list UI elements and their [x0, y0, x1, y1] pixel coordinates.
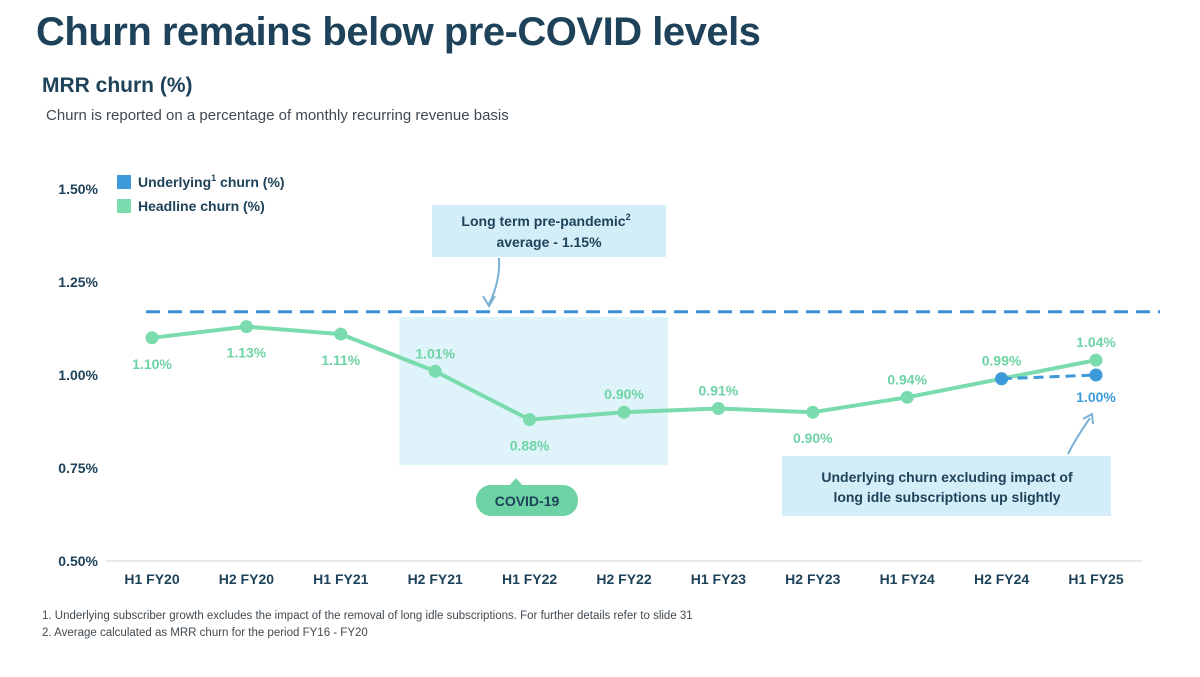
headline-data-label: 0.88%	[510, 438, 550, 454]
headline-data-label: 1.13%	[227, 345, 267, 361]
chart-description: Churn is reported on a percentage of mon…	[46, 107, 509, 124]
covid-badge-pointer	[509, 478, 523, 486]
headline-data-label: 0.94%	[887, 371, 927, 387]
average-callout-line-2: average - 1.15%	[496, 234, 602, 250]
legend-swatch	[117, 175, 131, 189]
x-tick-label: H1 FY22	[502, 571, 557, 587]
footnotes: 1. Underlying subscriber growth excludes…	[42, 608, 693, 642]
x-tick-label: H2 FY22	[596, 571, 651, 587]
x-tick-label: H2 FY23	[785, 571, 840, 587]
headline-point	[523, 413, 537, 427]
y-tick-label: 0.75%	[58, 460, 98, 476]
y-tick-label: 0.50%	[58, 553, 98, 569]
x-tick-label: H1 FY25	[1068, 571, 1123, 587]
headline-data-label: 0.99%	[982, 353, 1022, 369]
underlying-callout-box	[782, 456, 1111, 516]
y-tick-label: 1.25%	[58, 274, 98, 290]
x-tick-label: H1 FY20	[124, 571, 179, 587]
headline-data-label: 0.90%	[793, 430, 833, 446]
y-tick-label: 1.50%	[58, 181, 98, 197]
average-callout-line-1: Long term pre-pandemic2	[461, 212, 630, 229]
headline-data-label: 1.04%	[1076, 334, 1116, 350]
underlying-callout-line-2: long idle subscriptions up slightly	[833, 489, 1060, 505]
covid-badge	[476, 485, 578, 516]
average-callout-arrow	[488, 257, 501, 305]
headline-point	[145, 331, 159, 345]
headline-data-label: 1.11%	[321, 352, 360, 368]
legend-swatch	[117, 199, 131, 213]
headline-data-label: 0.90%	[604, 386, 644, 402]
headline-point	[806, 405, 820, 419]
underlying-point	[995, 372, 1009, 386]
headline-point	[239, 320, 253, 334]
underlying-data-label: 1.00%	[1076, 389, 1116, 405]
x-tick-label: H1 FY23	[691, 571, 746, 587]
average-callout-box	[432, 205, 666, 257]
x-tick-label: H2 FY24	[974, 571, 1029, 587]
legend-label: Underlying1 churn (%)	[138, 173, 285, 190]
underlying-callout-arrow	[1067, 417, 1091, 455]
legend-label: Headline churn (%)	[138, 198, 265, 214]
headline-point	[900, 390, 914, 404]
x-tick-label: H1 FY21	[313, 571, 368, 587]
x-tick-label: H2 FY21	[408, 571, 463, 587]
headline-point	[1089, 353, 1103, 367]
headline-point	[428, 364, 442, 378]
footnote-2: 2. Average calculated as MRR churn for t…	[42, 627, 368, 639]
headline-point	[334, 327, 348, 341]
chart-subtitle: MRR churn (%)	[42, 74, 193, 97]
headline-data-label: 1.10%	[132, 356, 172, 372]
legend: Underlying1 churn (%) Headline churn (%)	[117, 173, 285, 214]
underlying-callout-line-1: Underlying churn excluding impact of	[821, 469, 1073, 485]
footnote-1: 1. Underlying subscriber growth excludes…	[42, 610, 693, 622]
y-axis: 0.50% 0.75% 1.00% 1.25% 1.50%	[58, 181, 98, 569]
headline-data-label: 0.91%	[699, 382, 739, 398]
x-axis: H1 FY20 H2 FY20 H1 FY21 H2 FY21 H1 FY22 H2 FY…	[124, 571, 1123, 587]
headline-data-label: 1.01%	[415, 345, 455, 361]
underlying-callout-arrowhead	[1082, 412, 1094, 425]
x-tick-label: H2 FY20	[219, 571, 274, 587]
footnote-marker: 2	[626, 212, 631, 222]
headline-point	[617, 405, 631, 419]
underlying-point	[1089, 368, 1103, 382]
average-callout-arrowhead	[482, 295, 496, 308]
covid-region	[399, 317, 668, 465]
page-title: Churn remains below pre-COVID levels	[36, 10, 761, 54]
y-tick-label: 1.00%	[58, 367, 98, 383]
covid-badge-label: COVID-19	[495, 493, 560, 509]
x-tick-label: H1 FY24	[880, 571, 935, 587]
headline-point	[711, 401, 725, 415]
